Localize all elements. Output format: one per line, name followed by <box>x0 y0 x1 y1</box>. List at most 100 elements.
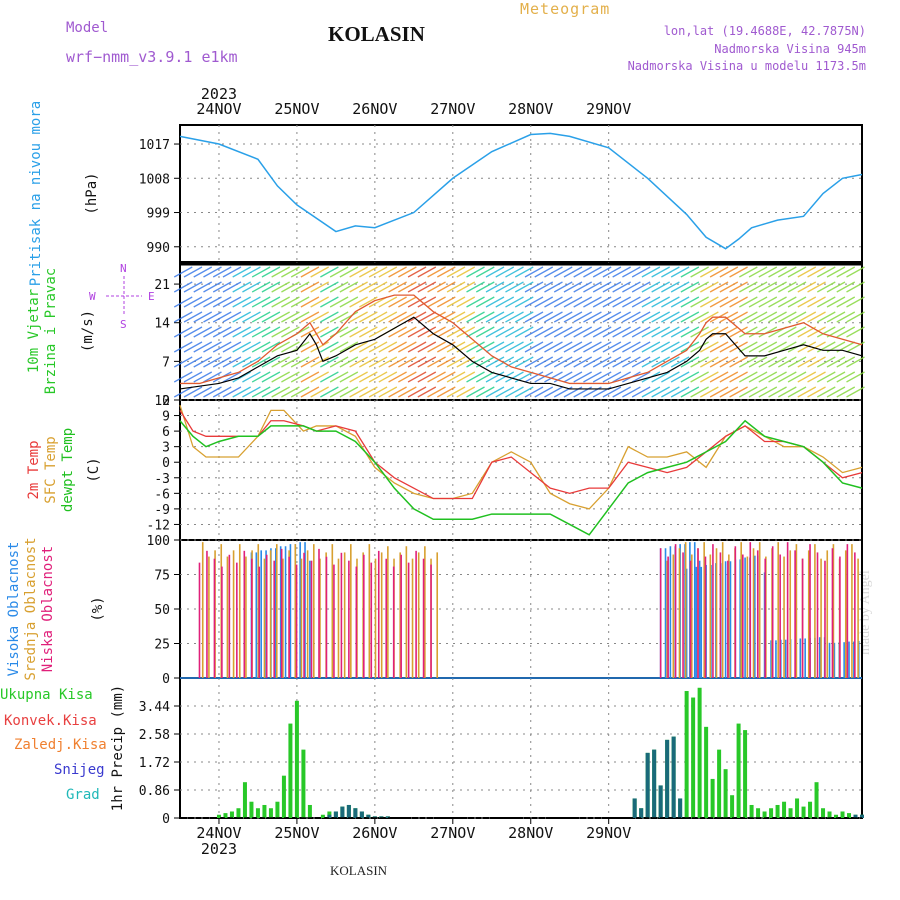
y-tick-label: 9 <box>162 410 170 425</box>
wind-barb <box>495 326 515 338</box>
wind-barb <box>583 371 602 383</box>
wind-barb <box>524 386 544 398</box>
total-precip-bar <box>801 806 806 818</box>
wind-barb <box>339 266 359 278</box>
wind-barb <box>300 296 320 308</box>
wind-barb <box>641 296 661 308</box>
wind-barb <box>846 296 865 308</box>
wind-barb <box>407 371 427 383</box>
wind-barb <box>641 311 661 323</box>
wind-barb <box>797 371 817 383</box>
wind-barb <box>787 281 807 293</box>
y-tick-label: 2.58 <box>139 728 170 743</box>
wind-barb <box>826 311 846 323</box>
x-tick-label-top: 29NOV <box>586 100 631 118</box>
wind-barb <box>398 356 417 368</box>
wind-barb <box>417 296 437 308</box>
wind-barb <box>261 326 281 338</box>
total-precip-bar <box>723 769 728 818</box>
snow-bar <box>652 749 657 818</box>
wind-barb <box>281 341 300 353</box>
pressure-line <box>179 132 863 250</box>
wind-barb <box>310 386 329 398</box>
wind-barb <box>787 266 807 278</box>
x-tick-label-bottom: 24NOV <box>196 824 241 842</box>
wind-barb <box>846 281 865 293</box>
wind-barb <box>456 356 476 368</box>
wind-barb <box>846 386 865 398</box>
wind-barb <box>777 326 797 338</box>
wind-barb <box>553 356 573 368</box>
total-precip-bar <box>229 811 234 818</box>
y-tick-label: -6 <box>154 487 170 502</box>
wind-barb <box>700 266 719 278</box>
wind-barb <box>651 326 670 338</box>
wind-barb <box>212 341 232 353</box>
snow-bar <box>671 736 676 818</box>
wind-barb <box>700 281 719 293</box>
wind-barb <box>466 386 485 398</box>
wind-barb <box>563 371 583 383</box>
wind-barb <box>183 371 203 383</box>
total-precip-bar <box>821 808 826 818</box>
wind-barb <box>612 371 631 383</box>
wind-barb <box>797 311 817 323</box>
wind-barb <box>524 296 544 308</box>
wind-barb <box>670 326 690 338</box>
wind-barb <box>417 386 437 398</box>
station-elevation: Nadmorska Visina 945m <box>714 42 866 56</box>
wind-barb <box>193 296 213 308</box>
wind-barb <box>514 356 534 368</box>
wind-barb <box>261 311 281 323</box>
wind-barb <box>242 371 261 383</box>
wind-barb <box>271 341 290 353</box>
total-precip-bar <box>288 723 293 818</box>
wind-barb <box>193 311 213 323</box>
wind-barb <box>690 281 709 293</box>
wind-barb <box>573 341 593 353</box>
wind-barb <box>368 356 388 368</box>
wind-barb <box>281 311 300 323</box>
wind-barb <box>690 311 709 323</box>
wind-barb <box>320 386 339 398</box>
wind-barb <box>709 371 729 383</box>
wind-barb <box>739 356 758 368</box>
wind-barb <box>680 311 700 323</box>
wind-barb <box>378 356 398 368</box>
total-precip-bar <box>756 808 761 818</box>
wind-barb <box>388 326 407 338</box>
wind-barb <box>290 296 310 308</box>
wind-barb <box>739 341 758 353</box>
wind-barb <box>826 266 846 278</box>
wind-barb <box>475 311 495 323</box>
wind-barb <box>456 326 476 338</box>
wind-barb <box>758 356 778 368</box>
wind-barb <box>700 296 719 308</box>
total-precip-bar <box>307 804 312 818</box>
wind-barb <box>310 326 329 338</box>
wind-barb <box>670 311 690 323</box>
wind-barb <box>787 371 807 383</box>
wind-barb <box>777 311 797 323</box>
wind-barb <box>378 296 398 308</box>
cloud-unit-0: (%) <box>90 596 106 621</box>
wind-barb <box>232 386 252 398</box>
wind-barb <box>310 296 329 308</box>
wind-barb <box>553 296 573 308</box>
wind-barb <box>505 326 524 338</box>
wind-barb <box>748 266 768 278</box>
wind-barb <box>193 326 213 338</box>
wind-barb <box>631 326 651 338</box>
wind-barb <box>261 371 281 383</box>
wind-barb <box>544 266 563 278</box>
wind-barb <box>602 341 622 353</box>
wind-barb <box>739 371 758 383</box>
wind-barb <box>173 281 193 293</box>
wind-barb <box>534 281 554 293</box>
wind-barb <box>573 311 593 323</box>
x-tick-label-top: 25NOV <box>274 100 319 118</box>
wind-barb <box>466 356 485 368</box>
wind-barb <box>622 356 641 368</box>
wind-barb <box>466 341 485 353</box>
